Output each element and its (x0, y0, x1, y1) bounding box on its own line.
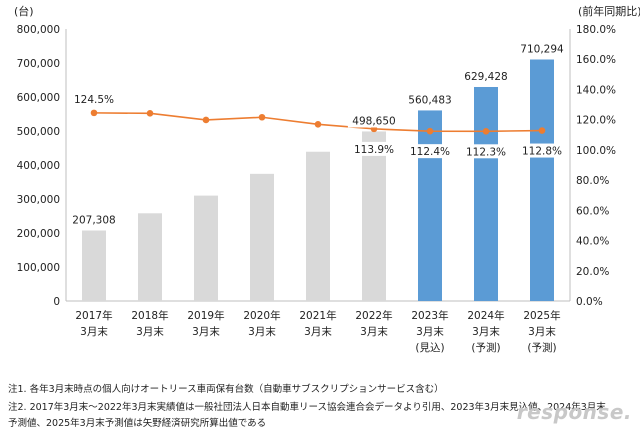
line-label-bg (407, 144, 453, 159)
bar-value-label: 710,294 (520, 44, 564, 56)
y-axis-unit-label: (台) (14, 4, 34, 18)
x-tick-label: 3月末 (304, 325, 332, 338)
line-value-label: 112.4% (410, 146, 450, 158)
line-label-bg (519, 143, 565, 158)
x-tick-label: 2024年 (467, 309, 504, 322)
footnote-2: 注2. 2017年3月末～2022年3月末実績値は一般社団法人日本自動車リース協… (8, 402, 606, 413)
x-tick-label: 2019年 (187, 309, 224, 322)
bar-value-label: 207,308 (72, 215, 115, 227)
bar-label-bg (515, 41, 569, 56)
y2-tick-label: 160.0% (576, 54, 616, 66)
x-tick-label: 2017年 (75, 309, 112, 322)
bar-value-label: 498,650 (352, 115, 395, 127)
yoy-point (314, 121, 322, 128)
footnote-3: 予測値、2025年3月末予測値は矢野経済研究所算出値である (8, 418, 267, 429)
bar (530, 59, 554, 302)
line-label-bg (351, 141, 397, 156)
x-tick-label: 3月末 (248, 325, 276, 338)
bar (250, 173, 274, 301)
y2-tick-label: 100.0% (576, 145, 616, 157)
line-value-label: 112.3% (466, 146, 506, 158)
yoy-point (90, 109, 98, 117)
line-label-bg (71, 91, 117, 106)
y2-tick-label: 140.0% (576, 84, 616, 96)
x-tick-label: (予測) (527, 341, 556, 354)
yoy-point (202, 116, 210, 124)
bar (418, 110, 442, 301)
bar-label-bg (459, 68, 513, 83)
y-tick-label: 700,000 (17, 58, 60, 70)
bar-label-bg (347, 113, 401, 128)
y2-tick-label: 60.0% (576, 205, 609, 217)
y-tick-label: 100,000 (17, 262, 60, 274)
yoy-point (258, 113, 266, 121)
x-tick-label: 2018年 (131, 309, 168, 322)
y2-tick-label: 0.0% (576, 296, 603, 308)
y-tick-label: 500,000 (17, 126, 60, 138)
bar (306, 151, 330, 301)
plot-area: 0 100,000 200,000 300,000 400,000 500,000 600,… (17, 24, 616, 354)
yoy-point (146, 110, 154, 117)
x-tick-label: 3月末 (80, 325, 108, 338)
y-tick-label: 800,000 (17, 24, 60, 36)
bar (82, 230, 106, 301)
yoy-point (482, 128, 490, 135)
line-label-bg (463, 144, 509, 159)
bar-value-label: 629,428 (464, 71, 507, 83)
bar (474, 86, 498, 301)
yoy-point (426, 127, 434, 135)
x-tick-label: 3月末 (192, 325, 220, 338)
x-tick-label: 3月末 (528, 325, 556, 338)
x-tick-label: 3月末 (472, 325, 500, 338)
watermark-logo: response. (516, 400, 632, 424)
y2-tick-label: 180.0% (576, 24, 616, 36)
y-tick-label: 200,000 (17, 228, 60, 240)
y2-axis-unit-label: (前年同期比) (578, 4, 640, 18)
bar (138, 213, 162, 301)
y-tick-label: 400,000 (17, 160, 60, 172)
y-tick-label: 0 (53, 296, 60, 308)
y-tick-label: 600,000 (17, 92, 60, 104)
y-tick-label: 300,000 (17, 194, 60, 206)
x-tick-label: 3月末 (416, 325, 444, 338)
x-tick-label: 2021年 (299, 309, 336, 322)
bar-label-bg (403, 92, 457, 107)
bar-value-label: 560,483 (408, 94, 451, 106)
line-value-label: 124.5% (74, 94, 114, 106)
chart: 0 100,000 200,000 300,000 400,000 500,000 600,… (14, 4, 640, 354)
yoy-point (538, 127, 546, 134)
bar-label-bg (67, 212, 121, 227)
x-tick-label: (予測) (471, 341, 500, 354)
y2-tick-label: 20.0% (576, 266, 609, 278)
line-value-label: 112.8% (522, 146, 562, 158)
x-tick-label: 2023年 (411, 309, 448, 322)
line-value-label: 113.9% (354, 144, 394, 156)
x-tick-label: 3月末 (360, 325, 388, 338)
bar (362, 131, 386, 301)
x-tick-label: (見込) (415, 342, 444, 354)
x-tick-label: 2022年 (355, 309, 392, 322)
x-tick-label: 3月末 (136, 325, 164, 338)
x-tick-label: 2025年 (523, 309, 560, 322)
x-tick-label: 2020年 (243, 309, 280, 322)
bar (194, 195, 218, 301)
footnote-1: 注1. 各年3月末時点の個人向けオートリース車両保有台数（自動車サブスクリプショ… (8, 384, 444, 395)
y2-tick-label: 80.0% (576, 175, 609, 187)
y2-tick-label: 120.0% (576, 115, 616, 127)
y2-tick-label: 40.0% (576, 236, 609, 248)
